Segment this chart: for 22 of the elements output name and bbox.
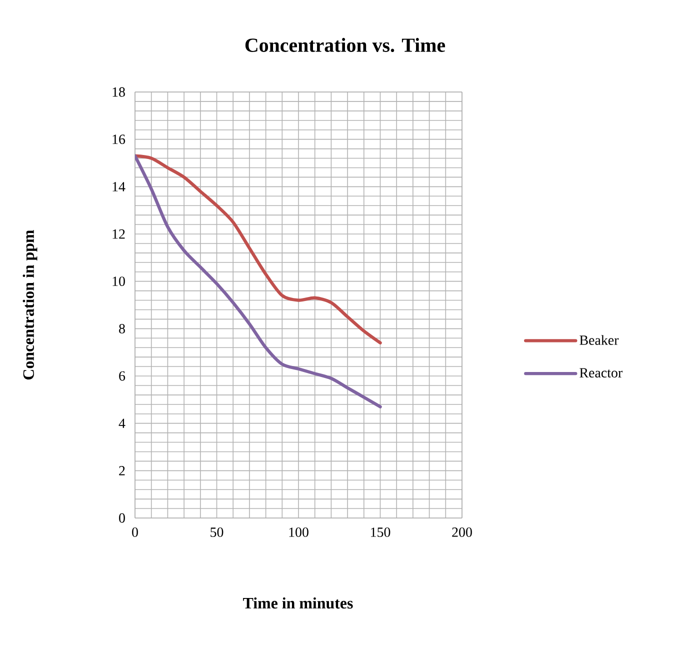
y-tick-label: 10 (112, 276, 125, 286)
y-tick-label: 6 (119, 371, 126, 381)
x-axis-title: Time in minutes (243, 597, 353, 609)
x-tick-label: 0 (132, 528, 138, 537)
x-tick-label: 150 (371, 528, 390, 537)
y-tick-label: 16 (112, 134, 126, 144)
y-tick-label: 14 (112, 182, 126, 192)
y-tick-label: 0 (119, 513, 125, 523)
legend-label: Reactor (580, 368, 622, 378)
legend-label: Beaker (580, 335, 619, 345)
y-tick-label: 12 (112, 229, 125, 239)
x-tick-label: 100 (289, 528, 308, 537)
x-tick-label: 200 (452, 528, 472, 537)
y-tick-label: 2 (119, 466, 125, 476)
line-series (135, 154, 382, 408)
line-series (135, 154, 382, 344)
y-axis-title: Concentration in ppm (22, 230, 38, 380)
chart-title: Concentration vs. Time (245, 38, 446, 52)
y-tick-label: 18 (112, 87, 125, 97)
x-tick-label: 50 (210, 528, 224, 537)
y-tick-label: 4 (118, 418, 126, 428)
y-tick-label: 8 (119, 324, 125, 334)
